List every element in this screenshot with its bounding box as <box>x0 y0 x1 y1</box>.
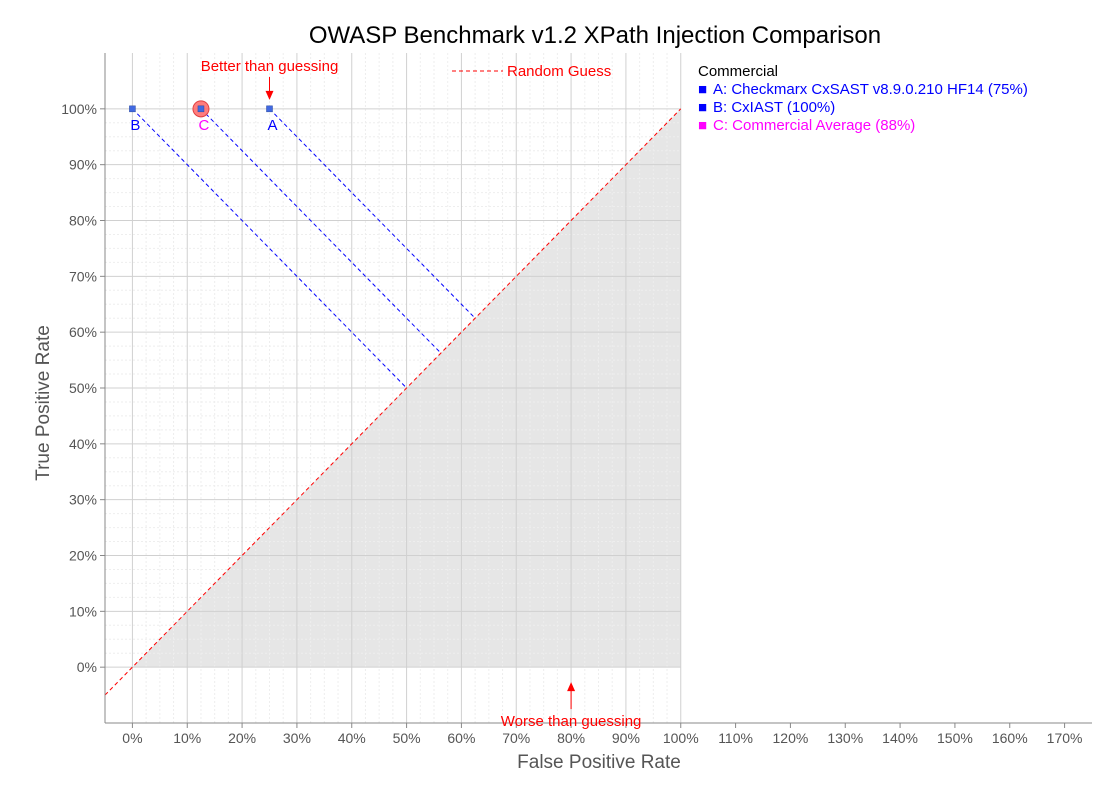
y-tick-label: 70% <box>69 268 97 284</box>
data-points: A B C <box>129 100 278 134</box>
legend: Commercial ■ A: Checkmarx CxSAST v8.9.0.… <box>698 63 1028 134</box>
worse-than-guessing-label: Worse than guessing <box>501 713 642 730</box>
y-axis-title: True Positive Rate <box>33 325 54 481</box>
annotations: Better than guessing Worse than guessing <box>201 58 642 730</box>
y-tick-label: 60% <box>69 324 97 340</box>
x-tick-label: 10% <box>173 730 201 746</box>
legend-label-c: C: Commercial Average (88%) <box>713 117 915 134</box>
legend-title: Commercial <box>698 63 778 80</box>
random-guess-label: Random Guess <box>507 63 611 80</box>
point-label-c: C <box>199 117 210 134</box>
point-a <box>266 105 273 113</box>
projection-line-c <box>200 108 442 354</box>
x-tick-label: 60% <box>447 730 475 746</box>
legend-entry-a: ■ A: Checkmarx CxSAST v8.9.0.210 HF14 (7… <box>698 81 1028 98</box>
y-tick-label: 80% <box>69 213 97 229</box>
y-tick-label: 40% <box>69 436 97 452</box>
x-tick-label: 20% <box>228 730 256 746</box>
projection-lines <box>132 108 476 389</box>
y-tick-label: 10% <box>69 603 97 619</box>
x-tick-label: 100% <box>663 730 699 746</box>
x-tick-label: 150% <box>937 730 973 746</box>
legend-marker-a: ■ <box>698 81 707 98</box>
chart-title: OWASP Benchmark v1.2 XPath Injection Com… <box>309 22 881 49</box>
x-tick-label: 140% <box>882 730 918 746</box>
x-tick-label: 110% <box>718 730 753 746</box>
legend-entry-b: ■ B: CxIAST (100%) <box>698 99 835 116</box>
point-b <box>129 105 136 113</box>
y-tick-label: 20% <box>69 548 97 564</box>
point-label-a: A <box>267 117 277 134</box>
x-tick-label: 80% <box>557 730 585 746</box>
x-tick-label: 50% <box>393 730 421 746</box>
x-tick-label: 70% <box>502 730 530 746</box>
projection-line-a <box>269 108 476 319</box>
x-tick-label: 120% <box>773 730 809 746</box>
y-tick-label: 0% <box>77 659 97 675</box>
x-axis-title: False Positive Rate <box>517 752 681 773</box>
x-tick-label: 90% <box>612 730 640 746</box>
x-tick-label: 170% <box>1047 730 1083 746</box>
x-tick-label: 30% <box>283 730 311 746</box>
legend-marker-b: ■ <box>698 99 707 116</box>
legend-entry-c: ■ C: Commercial Average (88%) <box>698 117 915 134</box>
y-tick-label: 50% <box>69 380 97 396</box>
point-c <box>197 105 205 113</box>
y-tick-label: 30% <box>69 492 97 508</box>
x-tick-label: 0% <box>122 730 142 746</box>
x-tick-label: 160% <box>992 730 1028 746</box>
random-guess-legend: Random Guess <box>452 63 611 80</box>
x-ticks: 0% 10% 20% 30% 40% 50% 60% 70% 80% 90% 100% 110% 120… <box>122 723 1082 746</box>
legend-label-a: A: Checkmarx CxSAST v8.9.0.210 HF14 (75%… <box>713 81 1028 98</box>
y-tick-label: 100% <box>61 101 97 117</box>
better-than-guessing-label: Better than guessing <box>201 58 339 75</box>
x-tick-label: 130% <box>827 730 863 746</box>
legend-marker-c: ■ <box>698 117 707 134</box>
random-guess-layer <box>104 108 682 696</box>
random-guess-line <box>104 108 682 696</box>
y-ticks: 0% 10% 20% 30% 40% 50% 60% 70% 80% 90% 100% <box>61 101 105 675</box>
legend-label-b: B: CxIAST (100%) <box>713 99 835 116</box>
worse-arrow-head <box>567 682 576 692</box>
point-label-b: B <box>130 117 140 134</box>
y-tick-label: 90% <box>69 157 97 173</box>
x-tick-label: 40% <box>338 730 366 746</box>
projection-line-b <box>132 108 407 389</box>
better-arrow-head <box>265 90 274 100</box>
